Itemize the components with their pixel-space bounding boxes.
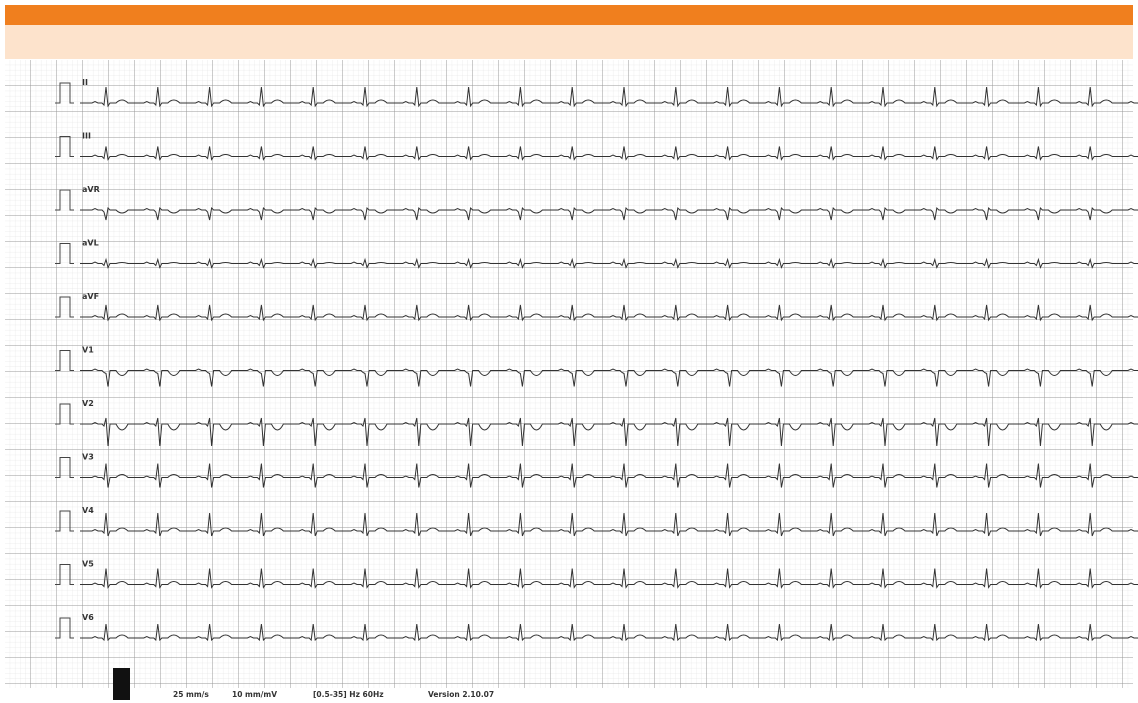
ecg-trace [80,568,1138,589]
ecg-trace [80,146,1138,161]
ecg-traces [55,82,1138,642]
gain: 10 mm/mV [232,690,277,699]
calibration-pulse [55,243,74,264]
ecg-trace [80,368,1138,387]
calibration-pulse [55,82,74,104]
ecg-trace [80,86,1138,108]
ecg-trace [80,417,1138,447]
calibration-pulse [55,510,74,532]
lead-label: aVL [82,239,99,248]
calibration-pulse [55,403,74,425]
ecg-trace [80,304,1138,322]
lead-label: V5 [82,560,94,569]
calibration-pulse [55,564,74,585]
lead-label: V6 [82,613,94,622]
ecg-trace [80,463,1138,488]
ecg-trace [80,512,1138,537]
speed: 25 mm/s [173,690,209,699]
calibration-pulse [55,617,74,639]
lead-label: V2 [82,399,94,408]
lead-label: aVF [82,292,99,301]
lead-label: III [82,132,91,141]
calibration-pulse [55,457,74,478]
ecg-grid [5,60,1133,688]
calibration-pulse [55,189,74,211]
lead-label: V3 [82,453,94,462]
calibration-pulse [55,136,74,157]
filter: [0.5-35] Hz 60Hz [313,690,384,699]
marker [113,668,130,700]
calibration-pulse [55,350,74,371]
ecg-trace [80,257,1138,269]
ecg-trace [80,206,1138,221]
header-bar [5,5,1133,25]
calibration-pulse [55,296,74,318]
header-band [5,25,1133,59]
version: Version 2.10.07 [428,690,494,699]
lead-label: II [82,78,88,87]
lead-label: aVR [82,185,100,194]
ecg-trace [80,623,1138,642]
lead-label: V4 [82,506,94,515]
lead-label: V1 [82,346,94,355]
